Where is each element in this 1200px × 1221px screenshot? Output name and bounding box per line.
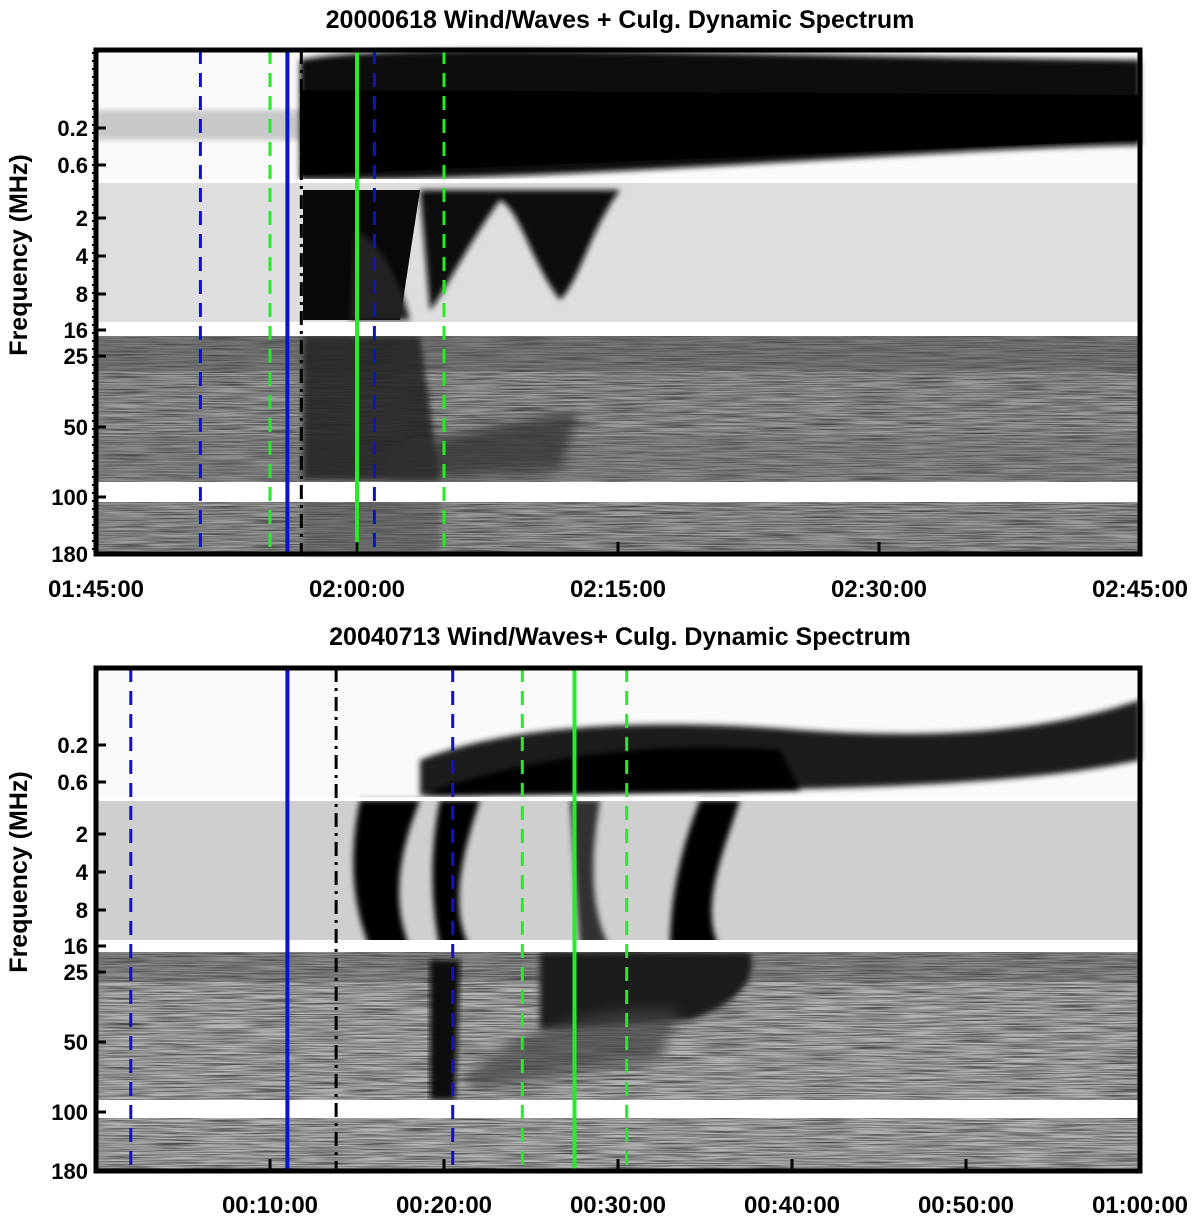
y-tick-label: 0.2 [57,116,88,141]
y-tick-label: 50 [64,1030,88,1055]
y-tick-label: 8 [76,898,88,923]
y-tick-label: 0.2 [57,733,88,758]
x-tick-label: 01:45:00 [48,576,144,603]
y-tick-label: 100 [51,485,88,510]
panel-1: 20000618 Wind/Waves + Culg. Dynamic Spec… [5,6,1188,603]
panel-2: 20040713 Wind/Waves+ Culg. Dynamic Spect… [5,623,1188,1219]
y-tick-label: 0.6 [57,770,88,795]
x-tick-label: 00:40:00 [744,1192,840,1219]
x-tick-label: 01:00:00 [1092,1192,1188,1219]
x-tick-label: 02:45:00 [1092,576,1188,603]
panel-1-y-axis-label: Frequency (MHz) [5,154,33,355]
y-tick-label: 4 [76,860,89,885]
y-tick-label: 0.6 [57,153,88,178]
y-tick-label: 100 [51,1100,88,1125]
x-tick-label: 02:15:00 [570,576,666,603]
x-tick-label: 00:20:00 [396,1192,492,1219]
panel-2-x-axis: 00:10:00 00:20:00 00:30:00 00:40:00 00:50:00… [222,1159,1188,1219]
panel-2-y-axis-label: Frequency (MHz) [5,771,33,972]
y-tick-label: 4 [76,244,89,269]
y-tick-label: 2 [76,206,88,231]
y-tick-label: 50 [64,415,88,440]
y-tick-label: 25 [64,960,88,985]
y-tick-label: 2 [76,822,88,847]
x-tick-label: 00:50:00 [918,1192,1014,1219]
x-tick-label: 02:00:00 [309,576,405,603]
panel-1-frame [93,47,1143,557]
y-tick-label: 8 [76,282,88,307]
panel-2-spectrogram [96,668,1140,1170]
y-tick-label: 180 [51,1159,88,1184]
x-tick-label: 00:10:00 [222,1192,318,1219]
panel-1-event-lines [198,50,446,554]
y-tick-label: 25 [64,344,88,369]
y-tick-label: 180 [51,542,88,567]
x-tick-label: 02:30:00 [831,576,927,603]
panel-2-event-lines [129,668,629,1171]
y-tick-label: 16 [64,934,88,959]
y-tick-label: 16 [64,318,88,343]
panel-1-spectrogram [96,49,1140,554]
panel-1-title: 20000618 Wind/Waves + Culg. Dynamic Spec… [326,6,915,34]
panel-2-title: 20040713 Wind/Waves+ Culg. Dynamic Spect… [329,623,911,651]
panel-1-y-axis: 0.2 0.6 2 4 8 16 25 50 100 180 [51,116,106,567]
panel-2-frame [93,665,1143,1174]
x-tick-label: 00:30:00 [570,1192,666,1219]
